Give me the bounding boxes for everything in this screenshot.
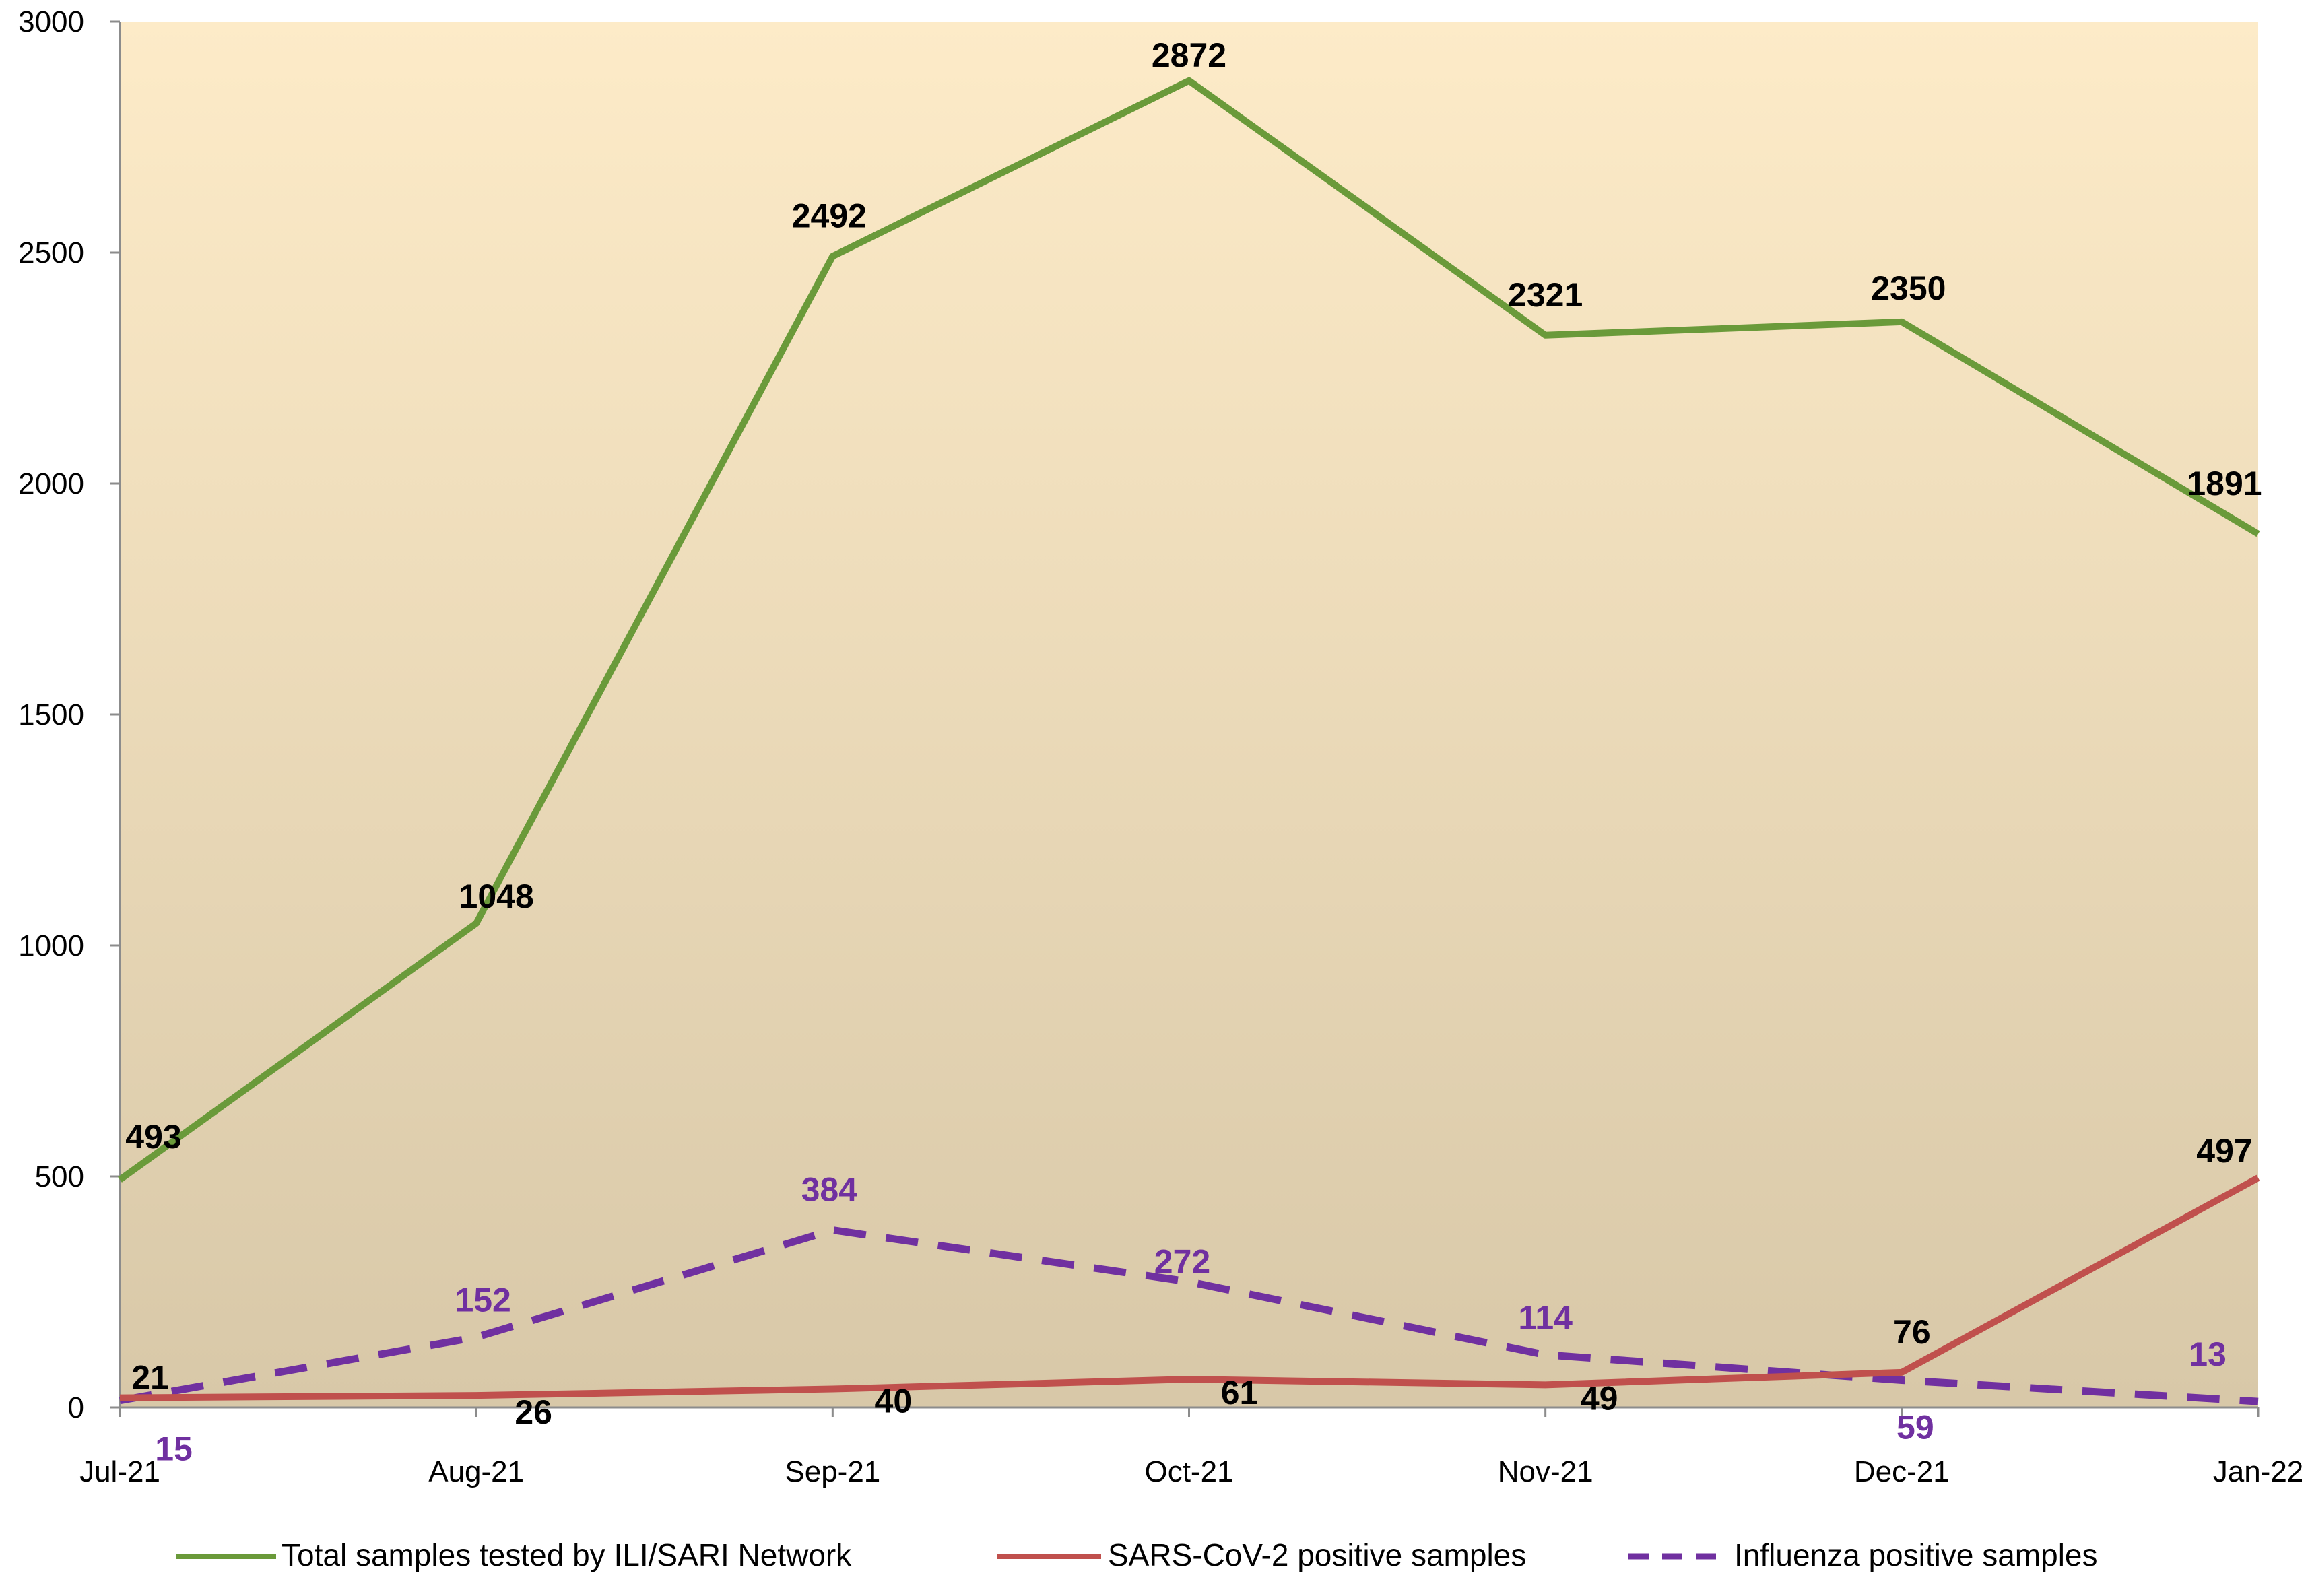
series-line-flu — [119, 1226, 2259, 1405]
x-tick-label: Sep-21 — [785, 1455, 880, 1488]
data-label-flu: 384 — [801, 1171, 858, 1209]
data-label-sars: 497 — [2196, 1132, 2252, 1170]
data-label-total: 1048 — [459, 877, 534, 915]
data-label-sars: 49 — [1581, 1379, 1618, 1417]
x-tick-label: Jan-22 — [2213, 1455, 2304, 1488]
data-label-flu: 59 — [1897, 1409, 1934, 1447]
data-label-sars: 61 — [1221, 1374, 1259, 1411]
axes: 0 500 1000 1500 2000 2500 3000 Jul-21 Aug-21 Sep-… — [18, 5, 2303, 1488]
legend-label-sars: SARS-CoV-2 positive samples — [1108, 1537, 1526, 1572]
data-labels: 493 1048 2492 2872 2321 2350 1891 21 26 40 61 49 76 4… — [125, 36, 2262, 1468]
data-label-total: 1891 — [2187, 465, 2262, 502]
x-tick-label: Dec-21 — [1854, 1455, 1950, 1488]
x-tick-label: Aug-21 — [428, 1455, 524, 1488]
data-label-total: 2350 — [1871, 269, 1946, 307]
plot-area-background — [120, 22, 2258, 1407]
data-label-flu: 13 — [2189, 1335, 2227, 1373]
series-lines — [118, 77, 2260, 1405]
legend: Total samples tested by ILI/SARI Network… — [176, 1537, 2098, 1572]
data-label-sars: 21 — [131, 1359, 169, 1397]
y-tick-label: 1000 — [18, 929, 84, 962]
y-tick-label: 2000 — [18, 467, 84, 500]
y-tick-label: 1500 — [18, 698, 84, 731]
x-tick-label: Nov-21 — [1498, 1455, 1593, 1488]
data-label-sars: 76 — [1893, 1313, 1931, 1351]
series-line-sars — [119, 1174, 2260, 1401]
data-label-flu: 152 — [455, 1282, 510, 1319]
y-tick-label: 0 — [68, 1391, 84, 1424]
data-label-flu: 114 — [1518, 1299, 1573, 1337]
x-tick-label: Oct-21 — [1144, 1455, 1233, 1488]
data-label-total: 2492 — [792, 197, 867, 234]
data-label-sars: 40 — [875, 1383, 913, 1420]
legend-label-total: Total samples tested by ILI/SARI Network — [282, 1537, 852, 1572]
y-tick-label: 3000 — [18, 5, 84, 38]
data-label-total: 2321 — [1508, 276, 1583, 314]
y-tick-label: 2500 — [18, 236, 84, 269]
data-label-sars: 26 — [515, 1393, 552, 1431]
x-tick-label: Jul-21 — [79, 1455, 160, 1488]
series-line-total — [118, 77, 2260, 1183]
data-label-flu: 272 — [1154, 1242, 1210, 1280]
y-tick-label: 500 — [35, 1160, 84, 1193]
data-label-total: 2872 — [1152, 36, 1226, 74]
data-label-flu: 15 — [155, 1430, 193, 1468]
data-label-total: 493 — [125, 1118, 181, 1156]
legend-label-flu: Influenza positive samples — [1734, 1537, 2098, 1572]
